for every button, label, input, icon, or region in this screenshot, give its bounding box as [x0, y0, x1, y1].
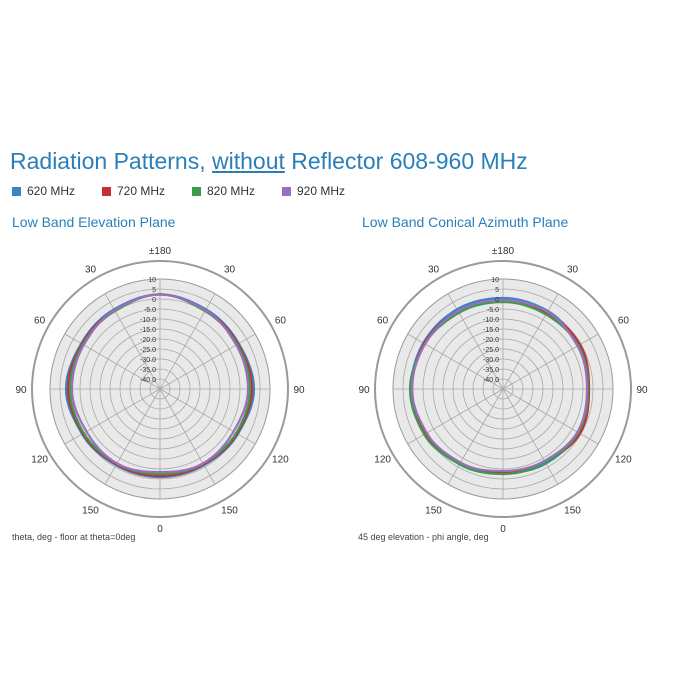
angle-label: 60	[618, 316, 630, 327]
angle-label: ±180	[149, 246, 172, 257]
ring-tick-label: -40.0	[140, 377, 156, 384]
angle-label: 30	[567, 265, 579, 276]
angle-label: 120	[272, 455, 289, 466]
legend-swatch-620	[12, 186, 21, 196]
grid-spoke	[502, 333, 599, 390]
angle-label: 30	[85, 265, 97, 276]
series-curve-920-mhz	[70, 293, 250, 474]
page-title: Radiation Patterns, without Reflector 60…	[10, 148, 528, 175]
polar-chart-elevation: 10 5 0 -5.0 -10.0 -15.0 -20.0 -25.0 -30.0 -35.0 -4…	[15, 246, 305, 535]
legend-item-720: 720 MHz	[102, 184, 192, 198]
ring-tick-label: 0	[152, 297, 156, 304]
angle-label: 90	[15, 385, 27, 396]
grid-spoke	[159, 388, 256, 445]
chart-title-azimuth: Low Band Conical Azimuth Plane	[362, 214, 569, 230]
grid-spoke	[104, 388, 161, 485]
ring-tick-label: -20.0	[140, 337, 156, 344]
ring-tick-label: 5	[495, 287, 499, 294]
ring-tick-label: -30.0	[140, 357, 156, 364]
title-suffix: Reflector 608-960 MHz	[284, 148, 528, 174]
legend-item-820: 820 MHz	[192, 184, 282, 198]
legend-label-620: 620 MHz	[27, 184, 76, 198]
angle-label: 0	[157, 524, 163, 535]
outer-ring	[31, 260, 289, 518]
angle-label: 30	[428, 265, 440, 276]
angle-label: 0	[500, 524, 506, 535]
grid-spoke	[64, 388, 161, 445]
grid-spoke	[502, 388, 599, 445]
polar-chart-azimuth: 10 5 0 -5.0 -10.0 -15.0 -20.0 -25.0 -30.0 -35.0 -4…	[358, 246, 648, 535]
angle-label: 150	[221, 505, 238, 516]
chart-title-elevation: Low Band Elevation Plane	[12, 214, 176, 230]
axis-caption-elevation: theta, deg - floor at theta=0deg	[12, 532, 136, 542]
ring-tick-label: -10.0	[483, 317, 499, 324]
ring-tick-label: 10	[491, 277, 499, 284]
legend-item-920: 920 MHz	[282, 184, 345, 198]
ring-tick-label: -25.0	[483, 347, 499, 354]
angle-label: 60	[377, 316, 389, 327]
ring-tick-label: -10.0	[140, 317, 156, 324]
legend-swatch-720	[102, 186, 111, 196]
legend: 620 MHz 720 MHz 820 MHz 920 MHz	[12, 184, 345, 198]
grid-spoke	[502, 293, 559, 390]
title-underlined-word: without	[212, 148, 285, 174]
angle-label: 60	[275, 316, 287, 327]
grid-spoke	[159, 388, 216, 485]
ring-tick-label: 0	[495, 297, 499, 304]
angle-label: 90	[636, 385, 648, 396]
ring-tick-label: -25.0	[140, 347, 156, 354]
legend-item-620: 620 MHz	[12, 184, 102, 198]
angle-label: 150	[425, 505, 442, 516]
legend-swatch-820	[192, 186, 201, 196]
ring-tick-label: 10	[148, 277, 156, 284]
angle-label: 120	[31, 455, 48, 466]
series-curve-920-mhz	[410, 298, 589, 473]
ring-tick-label: -30.0	[483, 357, 499, 364]
legend-label-820: 820 MHz	[207, 184, 256, 198]
title-prefix: Radiation Patterns,	[10, 148, 213, 174]
ring-tick-label: -40.0	[483, 377, 499, 384]
ring-tick-label: -35.0	[140, 367, 156, 374]
angle-label: 60	[34, 316, 46, 327]
axis-caption-azimuth: 45 deg elevation - phi angle, deg	[358, 532, 489, 542]
angle-label: 120	[374, 455, 391, 466]
angle-label: ±180	[492, 246, 515, 257]
angle-label: 150	[564, 505, 581, 516]
outer-ring	[374, 260, 632, 518]
ring-tick-label: -5.0	[487, 307, 499, 314]
legend-label-920: 920 MHz	[297, 184, 346, 198]
ring-tick-label: 5	[152, 287, 156, 294]
legend-swatch-920	[282, 186, 291, 196]
ring-tick-label: -15.0	[140, 327, 156, 334]
angle-label: 30	[224, 265, 236, 276]
ring-tick-label: -15.0	[483, 327, 499, 334]
angle-label: 90	[293, 385, 305, 396]
ring-tick-label: -5.0	[144, 307, 156, 314]
grid-spoke	[502, 388, 559, 485]
legend-label-720: 720 MHz	[117, 184, 166, 198]
ring-tick-label: -35.0	[483, 367, 499, 374]
angle-label: 120	[615, 455, 632, 466]
angle-label: 90	[358, 385, 370, 396]
grid-spoke	[447, 388, 504, 485]
angle-label: 150	[82, 505, 99, 516]
ring-tick-label: -20.0	[483, 337, 499, 344]
